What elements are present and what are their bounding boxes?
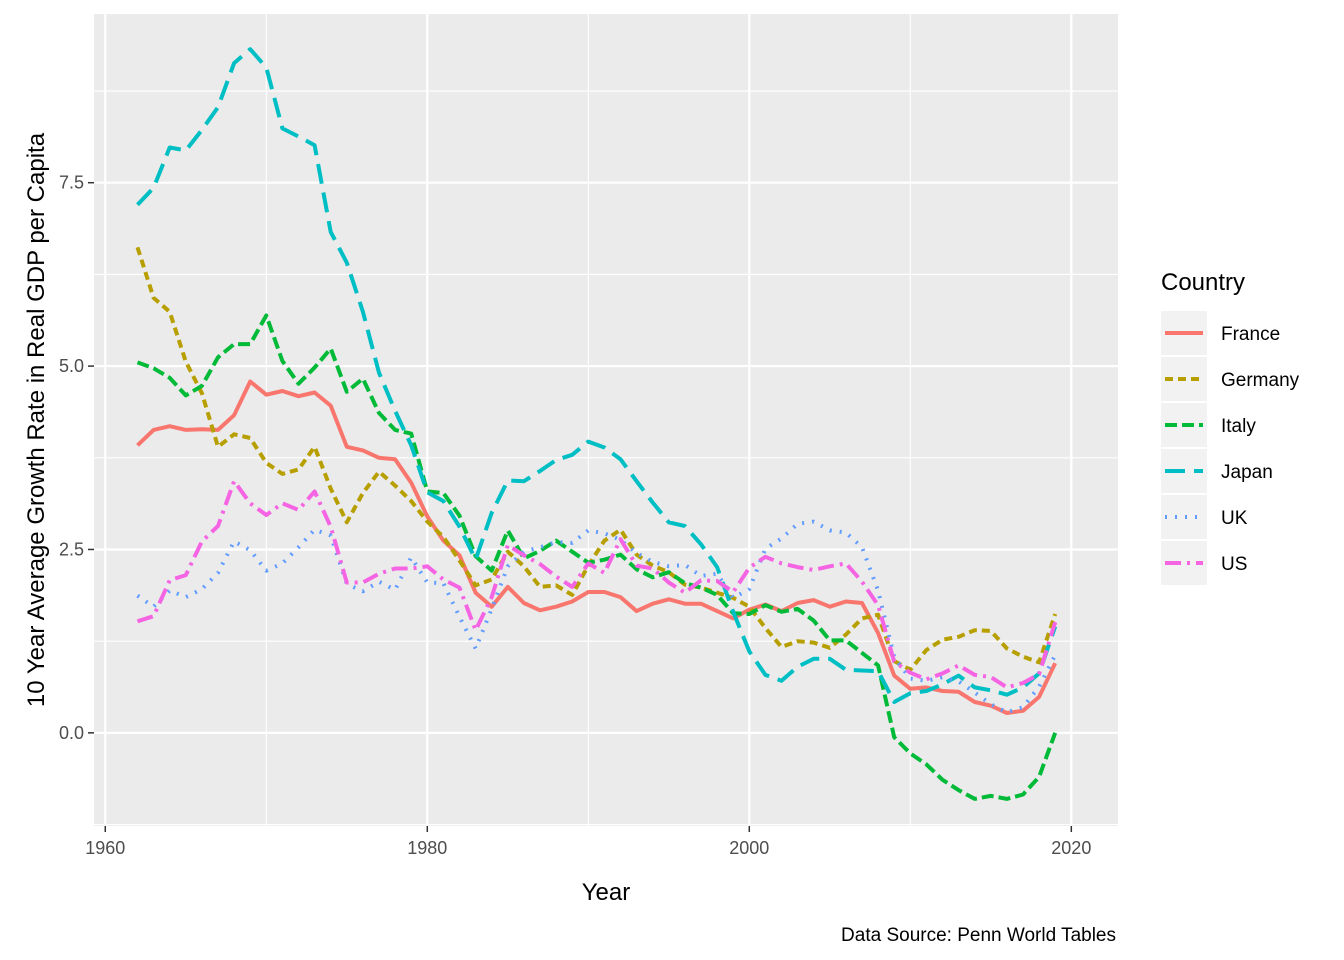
caption: Data Source: Penn World Tables bbox=[841, 925, 1116, 946]
series-line-us bbox=[136, 479, 1058, 690]
y-tick-label: 7.5 bbox=[59, 173, 84, 193]
y-tick-label: 5.0 bbox=[59, 356, 84, 376]
x-axis-title: Year bbox=[582, 879, 631, 906]
x-axis: 1960 1980 2000 2020 bbox=[85, 826, 1091, 858]
series-line-germany bbox=[135, 246, 1058, 672]
x-tick-label: 1980 bbox=[407, 838, 447, 858]
y-axis-title: 10 Year Average Growth Rate in Real GDP … bbox=[23, 132, 50, 707]
series-lines bbox=[135, 47, 1058, 801]
x-tick-label: 2000 bbox=[729, 838, 769, 858]
legend-title: Country bbox=[1161, 269, 1245, 296]
grid-major bbox=[94, 14, 1118, 826]
x-tick-label: 1960 bbox=[85, 838, 125, 858]
y-tick-label: 0.0 bbox=[59, 723, 84, 743]
legend-label-france: France bbox=[1221, 324, 1280, 345]
legend-label-germany: Germany bbox=[1221, 370, 1300, 391]
series-line-france bbox=[136, 379, 1058, 715]
x-tick-label: 2020 bbox=[1051, 838, 1091, 858]
legend-label-japan: Japan bbox=[1221, 462, 1273, 483]
y-axis: 0.0 2.5 5.0 7.5 bbox=[59, 173, 94, 743]
legend-label-italy: Italy bbox=[1221, 416, 1256, 437]
legend: Country France Germany Italy Japan UK US bbox=[1161, 269, 1300, 585]
series-line-japan bbox=[136, 47, 1058, 704]
plot-panel bbox=[94, 14, 1118, 826]
legend-items: France Germany Italy Japan UK US bbox=[1161, 311, 1300, 585]
series-line-uk bbox=[136, 519, 1057, 715]
legend-label-us: US bbox=[1221, 554, 1247, 575]
legend-key-bg bbox=[1161, 495, 1207, 539]
series-line-italy bbox=[136, 313, 1058, 801]
legend-label-uk: UK bbox=[1221, 508, 1248, 529]
y-tick-label: 2.5 bbox=[59, 539, 84, 559]
